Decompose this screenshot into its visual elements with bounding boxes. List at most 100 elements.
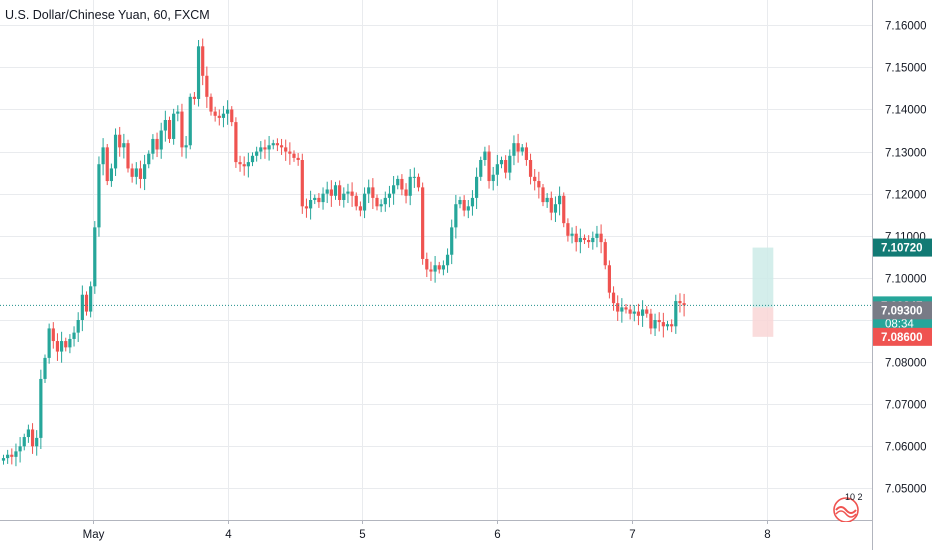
long-position-tool[interactable] [752, 247, 774, 337]
candle-body [558, 195, 562, 205]
candle-body [512, 143, 516, 156]
candle-body [155, 138, 159, 150]
candle [18, 437, 22, 463]
x-tick-label: May [83, 529, 105, 541]
candle [512, 135, 516, 166]
candle [441, 260, 445, 276]
candle-body [321, 193, 325, 203]
candle [10, 448, 14, 465]
tradingview-logo-icon[interactable] [829, 492, 863, 522]
candle-body [678, 301, 682, 304]
candle-body [271, 143, 275, 146]
candle [670, 319, 674, 333]
candle-body [433, 265, 437, 272]
candle [553, 196, 558, 222]
candle [578, 228, 582, 254]
candle [176, 105, 180, 122]
candle [84, 291, 89, 316]
candle [611, 286, 616, 311]
candle-body [184, 145, 188, 148]
candle-body [591, 237, 595, 243]
candle-body [176, 111, 180, 114]
candle-body [400, 178, 404, 190]
candle [209, 93, 213, 116]
x-tick-label: 8 [764, 529, 770, 541]
candle-body [516, 143, 520, 152]
candle-body [665, 324, 670, 327]
candle [130, 163, 134, 183]
candle-body [130, 168, 134, 177]
candle [603, 238, 607, 270]
candle-body [495, 164, 499, 175]
candle-body [118, 134, 122, 148]
candle [30, 423, 35, 454]
candle-body [670, 324, 674, 327]
candle-body [80, 294, 84, 320]
stop-price-label: 7.08600 [881, 332, 923, 344]
candle-body [661, 322, 665, 327]
candle [51, 322, 55, 349]
candle-body [267, 145, 271, 150]
candle [126, 139, 130, 173]
candle [421, 182, 425, 265]
candle [226, 100, 230, 125]
candle [304, 198, 309, 218]
candle-body [338, 185, 342, 200]
candle [562, 192, 566, 228]
candle-body [653, 320, 657, 329]
candle [309, 190, 313, 220]
candle-body [425, 258, 429, 270]
candle-body [396, 178, 400, 186]
candle-body [172, 113, 176, 139]
stop-price-label-bg [873, 327, 932, 346]
candle [429, 261, 433, 281]
candle-body [445, 254, 450, 266]
y-tick-label: 7.13000 [885, 148, 927, 160]
candle-body [109, 168, 113, 182]
candle-body [51, 328, 55, 342]
candle-body [192, 96, 196, 99]
candle-body [93, 227, 97, 287]
candle [408, 169, 412, 206]
y-tick-label: 7.08000 [885, 358, 927, 370]
candle-body [309, 200, 313, 209]
candle [317, 193, 321, 208]
entry-price-label-bg [873, 301, 932, 320]
candle [167, 116, 172, 143]
candle [113, 128, 118, 176]
candle [665, 320, 670, 331]
candle-body [196, 46, 201, 99]
candle [491, 166, 495, 191]
candle-body [18, 446, 22, 452]
candle-body [188, 96, 192, 146]
candle [192, 92, 196, 105]
candle [678, 293, 682, 313]
candle-body [22, 437, 26, 447]
candle-body [599, 233, 603, 243]
y-tick-label: 7.16000 [885, 21, 927, 33]
candle [134, 162, 138, 185]
candle-body [603, 242, 607, 266]
candle-body [180, 111, 184, 148]
y-tick-label: 7.14000 [885, 105, 927, 117]
logo-badge-text: 10 2 [845, 492, 863, 502]
candle [97, 156, 101, 237]
candle-body [524, 147, 528, 160]
candle-body [143, 164, 147, 179]
candle-body [429, 269, 433, 272]
candle [271, 139, 275, 150]
candle-body [84, 294, 89, 312]
candle-body [105, 147, 109, 182]
candle [55, 333, 60, 361]
candle-body [504, 160, 508, 173]
x-tick-label: 5 [359, 529, 365, 541]
candle-body [325, 189, 329, 194]
candle [661, 312, 665, 338]
candle-body [313, 197, 317, 200]
candle [433, 256, 437, 283]
candle-body [201, 46, 205, 76]
candle-body [10, 454, 14, 457]
candle-body [416, 176, 421, 188]
